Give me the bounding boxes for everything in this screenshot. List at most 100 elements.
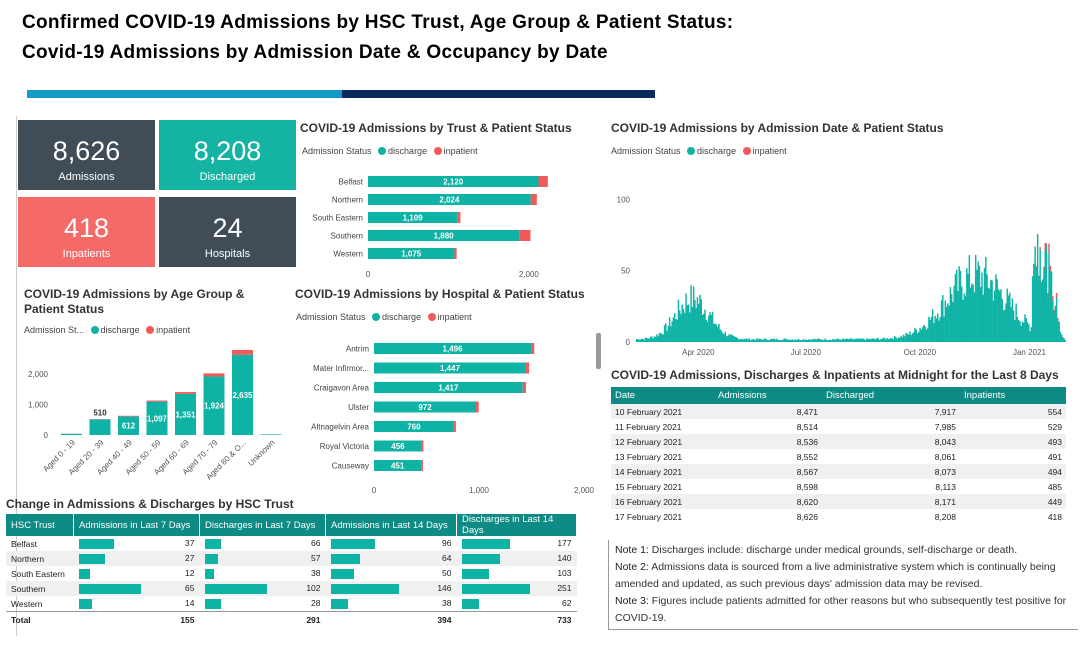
discharge-bar [799, 340, 801, 342]
data-bar [330, 568, 354, 579]
inpatient-bar [1049, 265, 1052, 272]
table-cell: 529 [1047, 421, 1062, 432]
discharge-bar [853, 339, 855, 342]
discharge-bar [368, 212, 458, 223]
col-header[interactable]: Date [611, 387, 714, 404]
note-label: Note 1: [615, 544, 649, 556]
table-row: Southern 65 102 146 251 [6, 581, 577, 596]
discharge-bar [980, 287, 982, 342]
discharge-bar [924, 326, 926, 342]
discharge-bar [987, 287, 990, 342]
x-tick-label: 1,000 [469, 486, 490, 495]
trust-chart-title: COVID-19 Admissions by Trust & Patient S… [300, 121, 572, 135]
value-cell: 140 [456, 551, 577, 566]
scrollbar[interactable] [596, 333, 601, 369]
value-cell: 12 [74, 566, 200, 581]
discharge-bar [981, 272, 983, 342]
discharge-bar [639, 339, 642, 342]
discharge-bar [858, 339, 861, 342]
value-cell: 251 [456, 581, 577, 596]
discharge-bar [747, 339, 749, 342]
col-header[interactable]: Admissions in Last 14 Days [325, 514, 457, 536]
discharge-bar [782, 339, 785, 342]
discharge-bar [748, 338, 751, 342]
discharge-bar [911, 333, 914, 342]
col-header[interactable]: Admissions [714, 387, 822, 404]
discharge-bar [715, 324, 718, 342]
y-tick-label: 50 [621, 267, 630, 276]
table-cell: 8,626 [796, 511, 818, 522]
table-cell: 8,073 [822, 464, 960, 479]
discharge-bar [833, 339, 835, 342]
table-cell: 8,536 [714, 434, 822, 449]
col-header[interactable]: Discharges in Last 14 Days [456, 514, 577, 536]
discharge-bar [771, 338, 773, 342]
discharge-bar [89, 419, 111, 435]
data-label: 972 [418, 403, 432, 412]
table-row: 10 February 2021 8,471 7,917 554 [611, 404, 1066, 419]
discharge-bar [685, 293, 687, 342]
inpatient-bar [1047, 292, 1049, 298]
discharge-bar [973, 292, 976, 342]
discharge-dot-icon [372, 313, 381, 321]
discharge-bar [931, 309, 934, 342]
discharge-bar [902, 334, 905, 342]
category-label: Antrim [346, 345, 369, 354]
table-cell: 13 February 2021 [615, 451, 683, 462]
table-row: 11 February 2021 8,514 7,985 529 [611, 419, 1066, 434]
col-header[interactable]: Discharged [822, 387, 960, 404]
discharge-bar [912, 332, 915, 342]
discharge-bar [819, 339, 821, 342]
header-accent-bar-dark [342, 90, 655, 98]
discharge-bar [901, 337, 904, 342]
discharge-bar [825, 340, 828, 342]
discharge-bar [1030, 327, 1033, 342]
date-chart: 0 50 100 Apr 2020 Jul 2020 Oct 2020 Jan 2021 [617, 195, 1067, 357]
value-cell: 14 [74, 596, 200, 612]
value-label: 103 [557, 568, 572, 578]
discharge-bar [811, 338, 814, 342]
inpatient-bar [519, 230, 531, 241]
col-header[interactable]: HSC Trust [6, 514, 74, 536]
x-tick-label: 0 [372, 486, 377, 495]
discharge-bar [1026, 322, 1029, 342]
data-bar [204, 553, 219, 564]
discharge-bar [1029, 331, 1031, 342]
data-label: 1,496 [443, 345, 464, 354]
discharge-bar [729, 334, 732, 342]
data-bar [204, 598, 222, 609]
discharge-bar [861, 338, 863, 342]
value-label: 27 [185, 553, 195, 563]
value-cell: 27 [73, 551, 200, 566]
discharge-bar [671, 321, 673, 342]
discharge-bar [1053, 312, 1055, 342]
discharge-bar [742, 339, 744, 342]
discharge-bar [834, 339, 837, 342]
discharge-bar [821, 339, 824, 342]
discharge-bar [816, 338, 819, 342]
trust-cell: Northern [6, 551, 74, 566]
discharge-bar [682, 308, 685, 342]
legend-title: Admission Status [611, 146, 681, 156]
value-label: 38 [311, 568, 321, 578]
note-text: Discharges include: discharge under medi… [648, 544, 1018, 556]
col-header[interactable]: Discharges in Last 7 Days [199, 514, 326, 536]
discharge-bar [1058, 321, 1060, 342]
discharge-bar [824, 338, 826, 342]
inpatient-dot-icon [433, 147, 442, 155]
discharge-bar [1031, 276, 1034, 342]
discharge-bar [681, 304, 683, 342]
discharge-bar [667, 325, 670, 342]
discharge-bar [1047, 297, 1049, 342]
table-row: Northern 27 57 64 140 [6, 551, 577, 566]
discharge-bar [939, 317, 941, 342]
col-header[interactable]: Inpatients [960, 387, 1066, 404]
data-label: 1,075 [401, 250, 422, 259]
discharge-bar [1001, 298, 1003, 342]
legend-inpatient: inpatient [443, 146, 478, 156]
data-label: 2,635 [232, 391, 253, 400]
discharge-bar [845, 338, 848, 342]
inpatient-bar [1055, 292, 1058, 298]
col-header[interactable]: Admissions in Last 7 Days [73, 514, 200, 536]
inpatient-bar [118, 415, 139, 417]
